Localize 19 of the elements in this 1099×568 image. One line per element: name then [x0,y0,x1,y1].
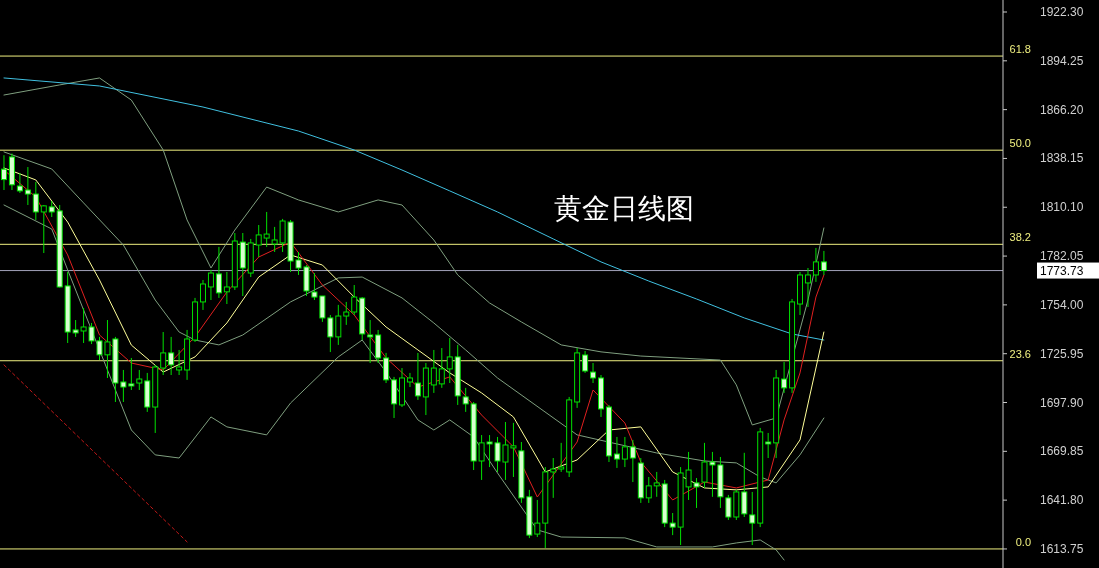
title: 黄金日线图 [554,193,694,224]
y-tick-label: 1697.90 [1040,395,1084,410]
y-tick-label: 1838.15 [1040,151,1084,166]
y-tick-label: 1922.30 [1040,5,1084,19]
ref-line-label: 1773.73 [1040,263,1084,278]
y-tick-label: 1754.00 [1040,297,1084,312]
y-tick-label: 1782.05 [1040,249,1084,264]
y-tick-label: 1613.75 [1040,541,1084,556]
y-tick-label: 1894.25 [1040,53,1084,68]
y-tick-label: 1641.80 [1040,493,1084,508]
y-tick-label: 1669.85 [1040,444,1084,459]
y-tick-label: 1725.95 [1040,346,1084,361]
annotation: 0.0 [1015,535,1031,548]
annotation: 23.6 [1009,347,1031,360]
annotation: 38.2 [1009,231,1031,244]
y-tick-label: 1866.20 [1040,102,1084,117]
annotation: 61.8 [1009,43,1031,56]
annotation: 50.0 [1009,137,1031,150]
y-tick-label: 1810.10 [1040,200,1084,215]
